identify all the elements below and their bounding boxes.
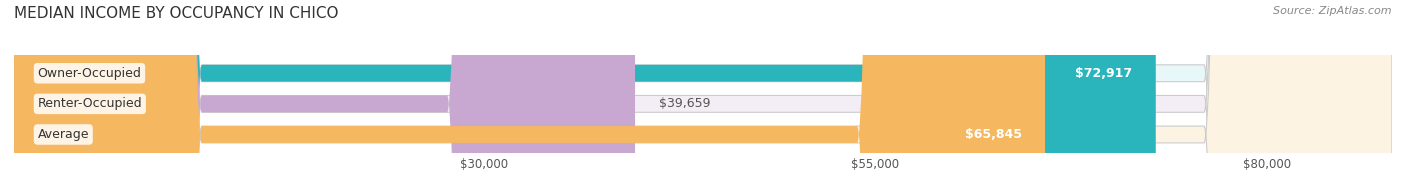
FancyBboxPatch shape	[14, 0, 1392, 196]
Text: $72,917: $72,917	[1076, 67, 1132, 80]
FancyBboxPatch shape	[14, 0, 1045, 196]
Text: MEDIAN INCOME BY OCCUPANCY IN CHICO: MEDIAN INCOME BY OCCUPANCY IN CHICO	[14, 6, 339, 21]
Text: Average: Average	[38, 128, 89, 141]
FancyBboxPatch shape	[14, 0, 1392, 196]
Text: Owner-Occupied: Owner-Occupied	[38, 67, 142, 80]
FancyBboxPatch shape	[14, 0, 1156, 196]
Text: Renter-Occupied: Renter-Occupied	[38, 97, 142, 110]
Text: $65,845: $65,845	[965, 128, 1022, 141]
Text: Source: ZipAtlas.com: Source: ZipAtlas.com	[1274, 6, 1392, 16]
FancyBboxPatch shape	[14, 0, 1392, 196]
FancyBboxPatch shape	[14, 0, 636, 196]
Text: $39,659: $39,659	[658, 97, 710, 110]
